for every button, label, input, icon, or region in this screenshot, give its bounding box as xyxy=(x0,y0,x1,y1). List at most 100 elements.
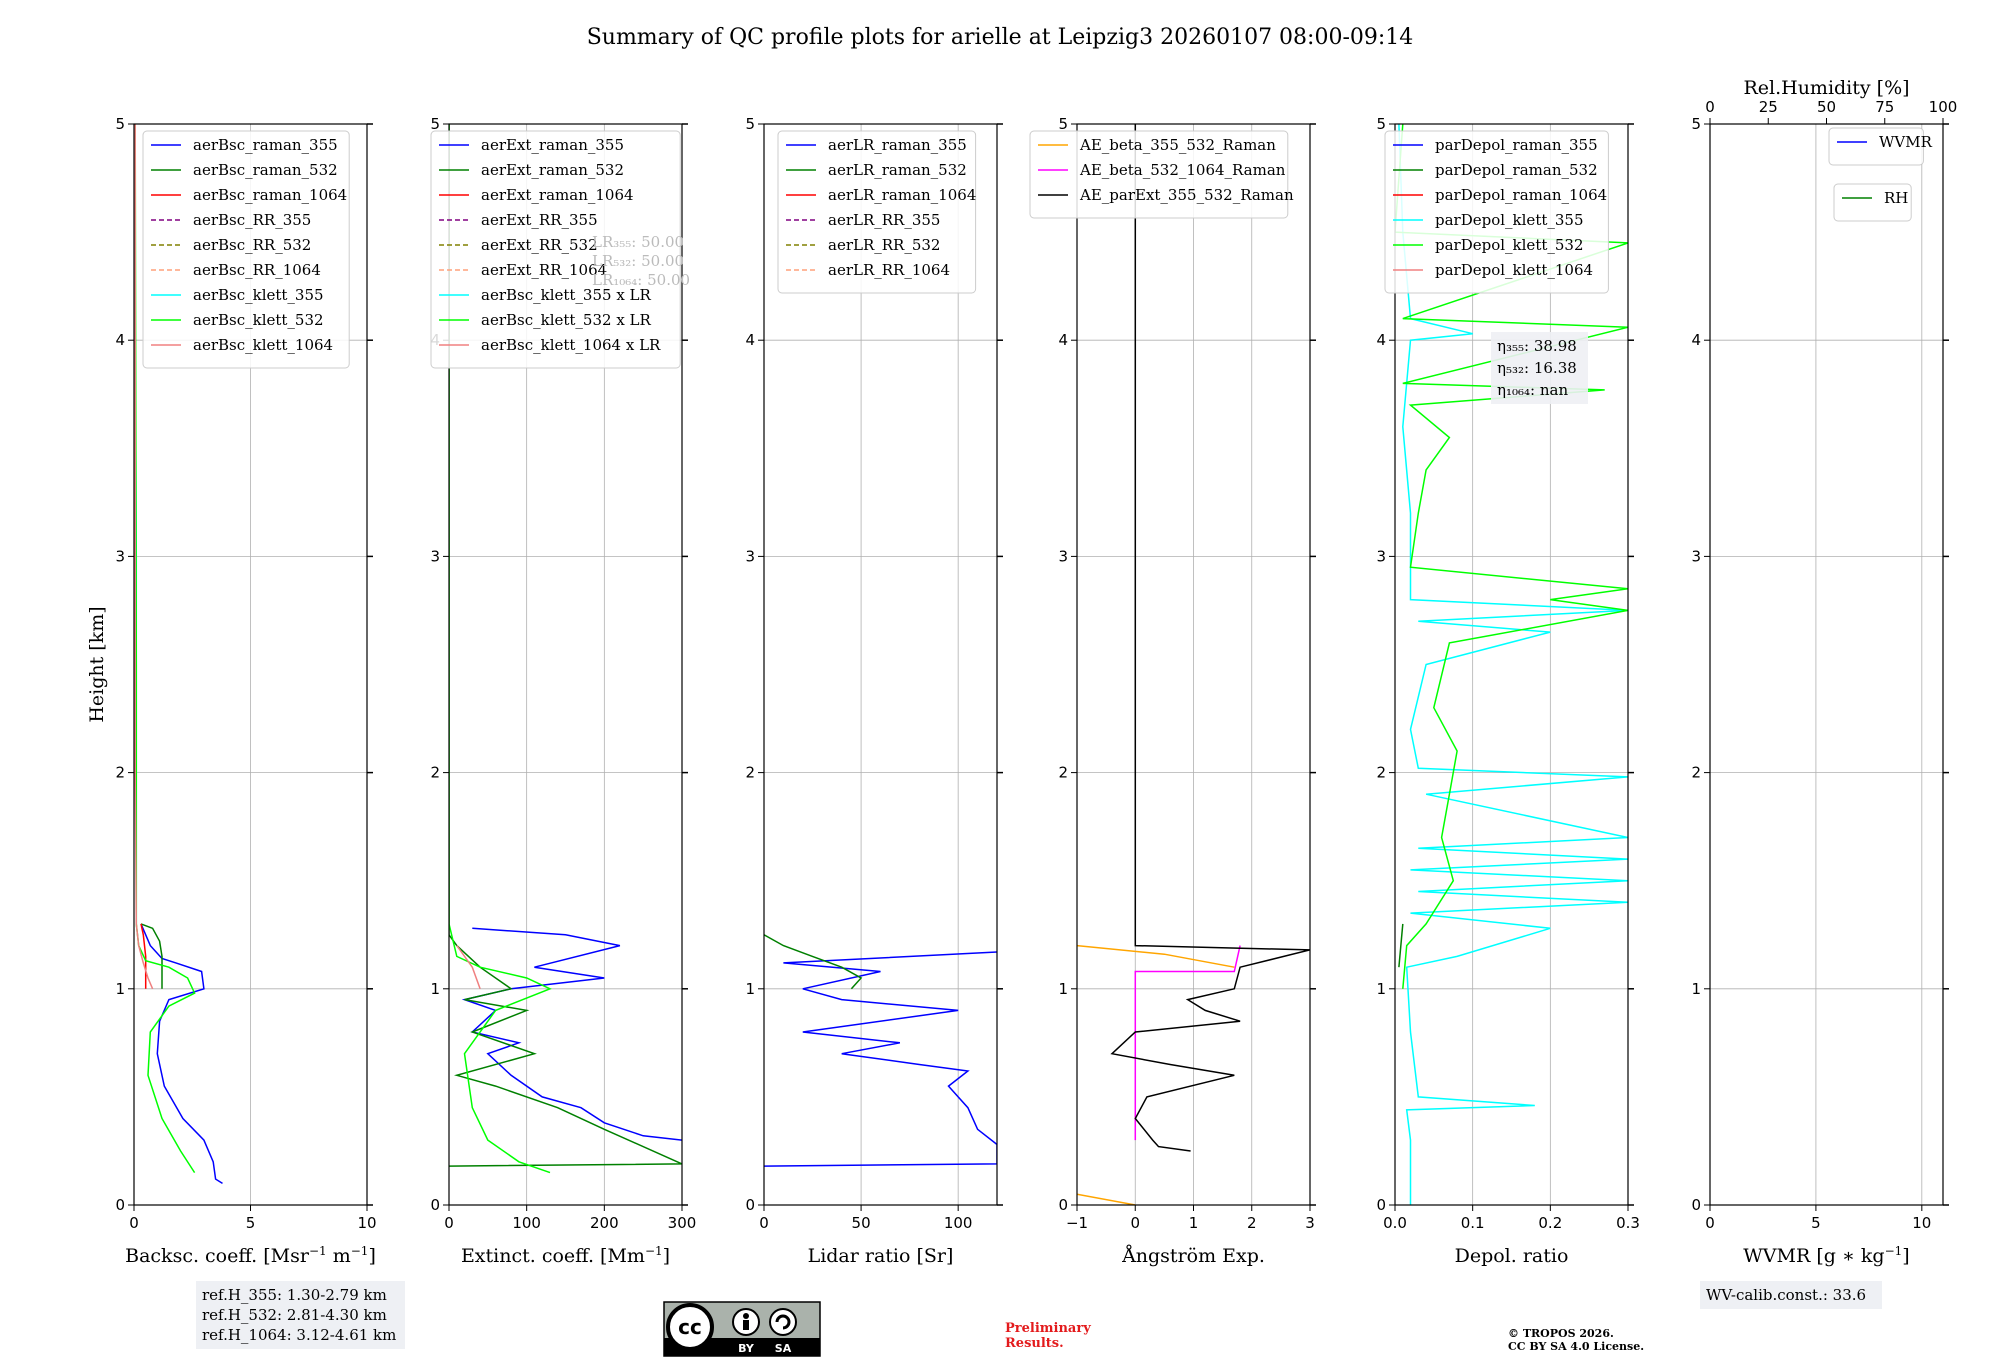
legend-label: aerBsc_klett_1064 x LR xyxy=(481,336,661,354)
y-tick-label: 0 xyxy=(1376,1196,1386,1214)
y-tick-label: 1 xyxy=(1376,980,1386,998)
x-tick-label: 1 xyxy=(1189,1214,1199,1232)
legend-label: aerBsc_raman_1064 xyxy=(193,186,347,204)
annotation-line: ref.H_355: 1.30-2.79 km xyxy=(202,1286,387,1304)
series-line-aerBsc_klett_1064 x LR xyxy=(456,945,481,990)
legend-label: aerBsc_klett_532 x LR xyxy=(481,311,652,329)
y-tick-label: 1 xyxy=(1691,980,1701,998)
lr-annotation: LR₅₃₂: 50.00 xyxy=(592,252,684,270)
y-tick-label: 5 xyxy=(745,115,755,133)
badge-cc-text: cc xyxy=(678,1315,702,1339)
x-label-part: ] xyxy=(1902,1245,1909,1267)
series-line-aerBsc_klett_532 x LR xyxy=(449,124,552,1174)
series-line-parDepol_klett_532 xyxy=(1395,124,1628,989)
top-x-tick-label: 0 xyxy=(1705,98,1715,116)
top-axis-label: Rel.Humidity [%] xyxy=(1743,77,1909,99)
person-body-icon xyxy=(743,1320,749,1330)
legend-label: aerBsc_klett_355 x LR xyxy=(481,286,652,304)
legend-label: WVMR xyxy=(1879,133,1933,151)
y-tick-label: 4 xyxy=(745,331,755,349)
x-axis-label: Backsc. coeff. [Msr−1 m−1] xyxy=(125,1244,376,1267)
x-tick-label: 0.3 xyxy=(1616,1214,1640,1232)
x-tick-label: 3 xyxy=(1305,1214,1315,1232)
legend-label: AE_beta_355_532_Raman xyxy=(1079,136,1276,154)
x-tick-label: −1 xyxy=(1066,1214,1088,1232)
x-axis-label: Extinct. coeff. [Mm−1] xyxy=(461,1244,670,1267)
x-label-part: m xyxy=(327,1245,351,1267)
y-tick-label: 5 xyxy=(430,115,440,133)
series-line-aerLR_raman_355 xyxy=(764,951,997,1167)
legend-label: parDepol_klett_355 xyxy=(1435,211,1584,229)
x-tick-label: 200 xyxy=(590,1214,619,1232)
x-label-part: WVMR [g ∗ kg xyxy=(1743,1245,1884,1267)
legend-label: aerLR_RR_532 xyxy=(828,236,940,254)
legend-label: RH xyxy=(1884,189,1908,207)
legend-label: aerExt_RR_355 xyxy=(481,211,598,229)
x-axis-label: Depol. ratio xyxy=(1455,1245,1569,1267)
legend-box xyxy=(1833,183,1912,222)
x-tick-label: 2 xyxy=(1247,1214,1257,1232)
x-axis-label: Lidar ratio [Sr] xyxy=(808,1245,954,1267)
x-tick-label: 0 xyxy=(444,1214,454,1232)
legend-label: aerBsc_raman_355 xyxy=(193,136,338,154)
legend-label: aerBsc_raman_532 xyxy=(193,161,338,179)
x-tick-label: 5 xyxy=(246,1214,256,1232)
series-line-parDepol_raman_532 xyxy=(1398,923,1404,968)
x-label-part: Lidar ratio [Sr] xyxy=(808,1245,954,1267)
series-group xyxy=(134,124,223,1185)
legend-label: aerBsc_klett_355 xyxy=(193,286,324,304)
y-tick-label: 4 xyxy=(115,331,125,349)
x-label-part: Extinct. coeff. [Mm xyxy=(461,1245,645,1267)
y-tick-label: 2 xyxy=(745,764,755,782)
eta-line: η₅₃₂: 16.38 xyxy=(1497,359,1577,377)
legend-box xyxy=(1384,130,1609,294)
y-tick-label: 3 xyxy=(430,547,440,565)
y-tick-label: 2 xyxy=(1058,764,1068,782)
series-line-AE_parExt_355_532_Raman xyxy=(1110,124,1310,1152)
y-tick-label: 2 xyxy=(1691,764,1701,782)
x-label-sup: −1 xyxy=(1885,1244,1903,1258)
eta-line: η₁₀₆₄: nan xyxy=(1497,381,1568,399)
legend-label: AE_parExt_355_532_Raman xyxy=(1079,186,1294,204)
sa-share-icon xyxy=(769,1308,797,1336)
x-tick-label: 0 xyxy=(1705,1214,1715,1232)
y-tick-label: 4 xyxy=(1691,331,1701,349)
y-tick-label: 1 xyxy=(745,980,755,998)
series-line-aerExt_raman_355 xyxy=(461,927,682,1141)
series-group xyxy=(1077,124,1310,1205)
y-tick-label: 3 xyxy=(115,547,125,565)
eta-box xyxy=(1491,332,1588,404)
y-tick-label: 1 xyxy=(1058,980,1068,998)
series-line-parDepol_klett_355 xyxy=(1398,124,1628,1205)
annotation-wv: WV-calib.const.: 33.6 xyxy=(1700,1281,1882,1309)
y-tick-label: 0 xyxy=(745,1196,755,1214)
y-tick-label: 1 xyxy=(115,980,125,998)
lr-annotation: LR₁₀₆₄: 50.00 xyxy=(592,271,690,289)
panel-frame xyxy=(763,123,998,1206)
x-label-part: ] xyxy=(368,1245,375,1267)
panel-frame xyxy=(448,123,683,1206)
legend-box xyxy=(777,130,977,294)
legend-label: parDepol_klett_532 xyxy=(1435,236,1584,254)
x-label-sup: −1 xyxy=(645,1244,663,1258)
legend-box xyxy=(1029,130,1289,219)
panel-depol: 0.0 0.1 0.2 0.3 0 1 2 3 4 5 Depol. ratio parDepol_r… xyxy=(1376,115,1639,1267)
legend-depol: parDepol_raman_355 parDepol_raman_532 parD… xyxy=(1384,130,1609,294)
series-line-AE_beta_532_1064_Raman xyxy=(1134,945,1241,1141)
legend-wv: WVMR xyxy=(1828,127,1933,166)
legend-label: aerExt_raman_532 xyxy=(481,161,624,179)
preliminary-text: Preliminary xyxy=(1005,1321,1091,1336)
x-tick-label: 300 xyxy=(668,1214,697,1232)
series-line-aerBsc_klett_1064 xyxy=(134,124,154,990)
y-axis-label: Height [km] xyxy=(86,606,108,722)
legend-label: parDepol_raman_532 xyxy=(1435,161,1598,179)
panel-frame xyxy=(1709,123,1944,1206)
y-tick-label: 3 xyxy=(745,547,755,565)
legend-label: parDepol_raman_1064 xyxy=(1435,186,1607,204)
legend-label: parDepol_klett_1064 xyxy=(1435,261,1593,279)
badge-sa-text: SA xyxy=(775,1342,792,1355)
y-tick-label: 3 xyxy=(1376,547,1386,565)
y-tick-label: 0 xyxy=(430,1196,440,1214)
y-tick-label: 5 xyxy=(115,115,125,133)
